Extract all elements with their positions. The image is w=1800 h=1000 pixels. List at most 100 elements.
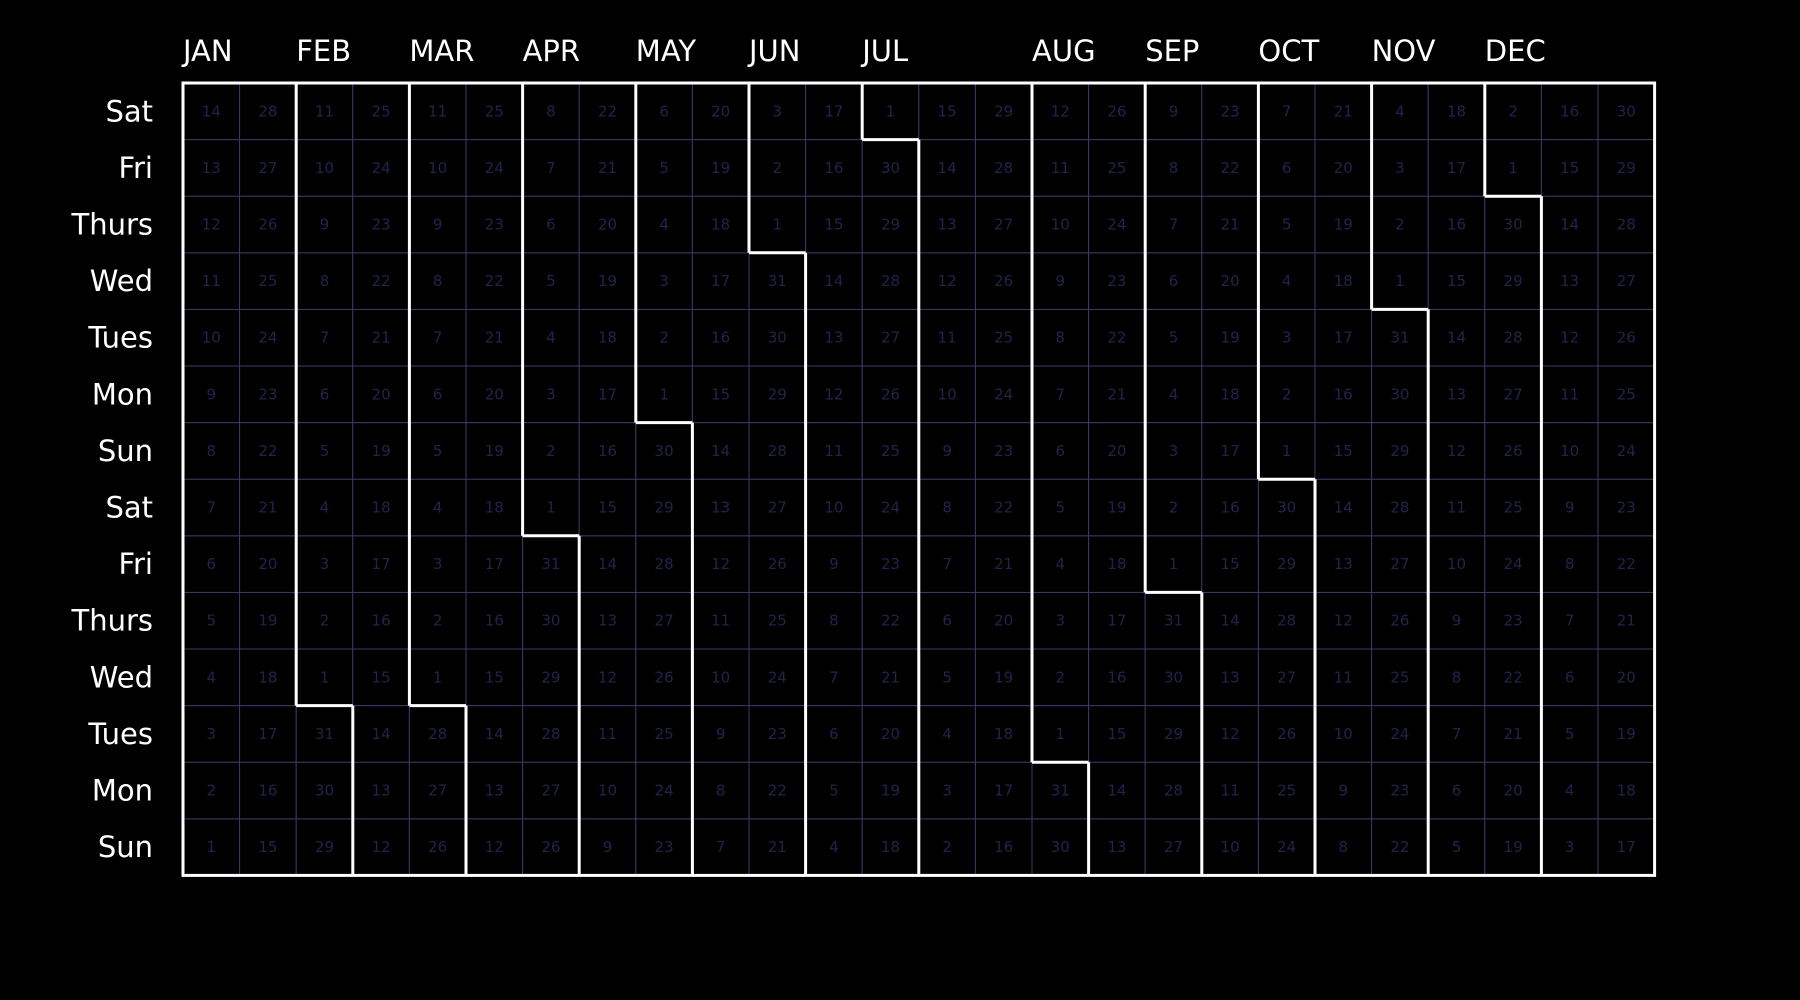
day-cell: [408, 365, 467, 424]
day-cell: [861, 422, 920, 480]
weekday-label: Sat: [105, 491, 153, 525]
day-cell: [748, 422, 807, 480]
day-number: 21: [485, 329, 504, 347]
day-number: 14: [711, 442, 730, 460]
day-number: 17: [258, 725, 277, 743]
day-cell: [1031, 818, 1090, 876]
day-number: 1: [659, 385, 669, 403]
day-number: 26: [768, 555, 787, 573]
day-number: 2: [942, 838, 952, 856]
day-number: 21: [881, 668, 900, 686]
day-cell: [1031, 139, 1090, 197]
day-number: 26: [994, 272, 1013, 290]
day-number: 21: [1334, 102, 1353, 120]
day-cell: [1201, 535, 1259, 593]
day-number: 9: [603, 838, 613, 856]
month-labels: JAN FEB MAR APR MAY JUN JUL AUG SEP OCT NOV DEC: [181, 34, 1546, 68]
day-cell: [352, 535, 410, 593]
day-number: 8: [1452, 668, 1462, 686]
day-number: 25: [485, 102, 504, 120]
day-cell: [748, 591, 807, 650]
day-cell: [1314, 535, 1373, 593]
day-number: 25: [881, 442, 900, 460]
day-number: 17: [1107, 612, 1126, 630]
day-cell: [465, 591, 524, 650]
day-cell: [522, 535, 580, 593]
day-cell: [239, 591, 297, 650]
day-cell: [352, 82, 410, 141]
day-number: 26: [1617, 329, 1636, 347]
day-cell: [1597, 422, 1656, 480]
day-cell: [239, 535, 297, 593]
day-number: 13: [485, 782, 504, 800]
day-number: 17: [824, 102, 843, 120]
day-number: 12: [1051, 102, 1070, 120]
day-cell: [918, 591, 976, 650]
day-number: 2: [1169, 499, 1179, 517]
day-number: 11: [938, 329, 957, 347]
day-cell: [635, 308, 693, 367]
day-number: 7: [546, 159, 556, 177]
day-number: 5: [659, 159, 669, 177]
day-number: 8: [1565, 555, 1575, 573]
day-number: 2: [1395, 216, 1405, 234]
day-number: 28: [994, 159, 1013, 177]
day-number: 21: [372, 329, 391, 347]
day-cell: [861, 818, 920, 876]
day-number: 19: [372, 442, 391, 460]
day-cell: [1484, 591, 1542, 650]
day-number: 3: [773, 102, 783, 120]
day-cell: [352, 761, 410, 820]
day-number: 18: [994, 725, 1013, 743]
day-number: 28: [428, 725, 447, 743]
day-cell: [805, 308, 863, 367]
day-number: 7: [320, 329, 330, 347]
day-number: 3: [942, 782, 952, 800]
day-cell: [1371, 478, 1429, 537]
day-number: 24: [768, 668, 787, 686]
day-number: 16: [1107, 668, 1126, 686]
day-cell: [691, 195, 750, 254]
day-number: 30: [541, 612, 560, 630]
day-cell: [748, 308, 807, 367]
day-cell: [1314, 195, 1373, 254]
day-cell: [691, 591, 750, 650]
day-number: 30: [1164, 668, 1183, 686]
day-number: 11: [598, 725, 617, 743]
day-number: 23: [1390, 782, 1409, 800]
day-number: 12: [824, 385, 843, 403]
day-number: 19: [598, 272, 617, 290]
day-number: 27: [1617, 272, 1636, 290]
day-cell: [1597, 535, 1656, 593]
day-cell: [805, 139, 863, 197]
day-cell: [1201, 422, 1259, 480]
day-number: 4: [942, 725, 952, 743]
day-number: 21: [598, 159, 617, 177]
day-cell: [408, 761, 467, 820]
day-number: 7: [716, 838, 726, 856]
day-number: 6: [433, 385, 443, 403]
day-cell: [1314, 478, 1373, 537]
day-number: 21: [1107, 385, 1126, 403]
day-cell: [1088, 195, 1146, 254]
day-number: 28: [655, 555, 674, 573]
day-cell: [1427, 82, 1486, 141]
day-cell: [1144, 648, 1203, 707]
day-cell: [578, 705, 637, 763]
day-number: 5: [829, 782, 839, 800]
day-number: 10: [1447, 555, 1466, 573]
day-number: 17: [711, 272, 730, 290]
day-number: 18: [1617, 782, 1636, 800]
day-number: 22: [258, 442, 277, 460]
day-number: 18: [881, 838, 900, 856]
day-number: 11: [1447, 499, 1466, 517]
day-number: 18: [1107, 555, 1126, 573]
day-number: 30: [1390, 385, 1409, 403]
day-cell: [748, 818, 807, 876]
day-number: 11: [1051, 159, 1070, 177]
day-number: 9: [1056, 272, 1066, 290]
day-number: 7: [433, 329, 443, 347]
day-number: 27: [881, 329, 900, 347]
day-cell: [1144, 195, 1203, 254]
day-cell: [1314, 82, 1373, 141]
